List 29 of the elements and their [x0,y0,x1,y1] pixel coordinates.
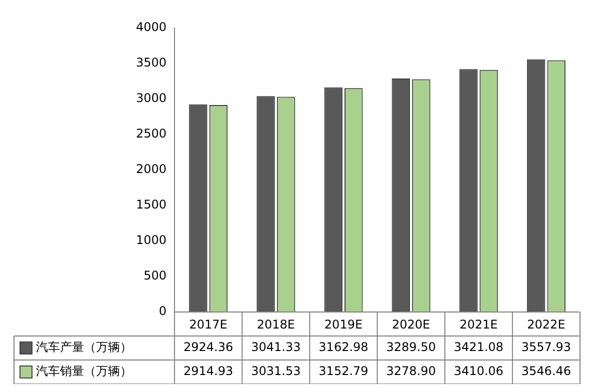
x-tick-label: 2022E [527,317,566,332]
x-tick-label: 2017E [189,317,228,332]
data-label: 3421.08 [454,340,504,354]
x-tick-label: 2018E [256,317,295,332]
y-tick-label: 2500 [136,126,167,141]
x-tick-label: 2019E [324,317,363,332]
y-tick-label: 4000 [136,20,167,34]
legend-label: 汽车产量（万辆） [36,340,132,354]
data-label: 3410.06 [454,364,504,378]
y-tick-label: 500 [144,268,167,283]
data-label: 2914.93 [184,364,234,378]
data-label: 3152.79 [318,364,368,378]
data-label: 3041.33 [251,340,301,354]
y-tick-label: 3000 [136,91,167,106]
y-tick-label: 0 [158,304,167,318]
x-tick-label: 2021E [460,317,498,332]
y-tick-label: 3500 [136,56,167,70]
data-label: 2924.36 [184,340,234,354]
data-label: 3278.90 [386,364,436,378]
y-tick-label: 2000 [136,162,167,176]
data-label: 3289.50 [386,340,436,354]
y-tick-label: 1000 [136,233,167,248]
data-label: 3162.98 [318,340,368,354]
x-tick-label: 2020E [392,317,430,332]
data-label: 3031.53 [251,364,301,378]
data-label: 3557.93 [521,340,572,354]
data-label: 3546.46 [521,364,572,378]
y-tick-label: 1500 [136,198,167,212]
legend-label: 汽车销量（万辆） [36,364,132,378]
